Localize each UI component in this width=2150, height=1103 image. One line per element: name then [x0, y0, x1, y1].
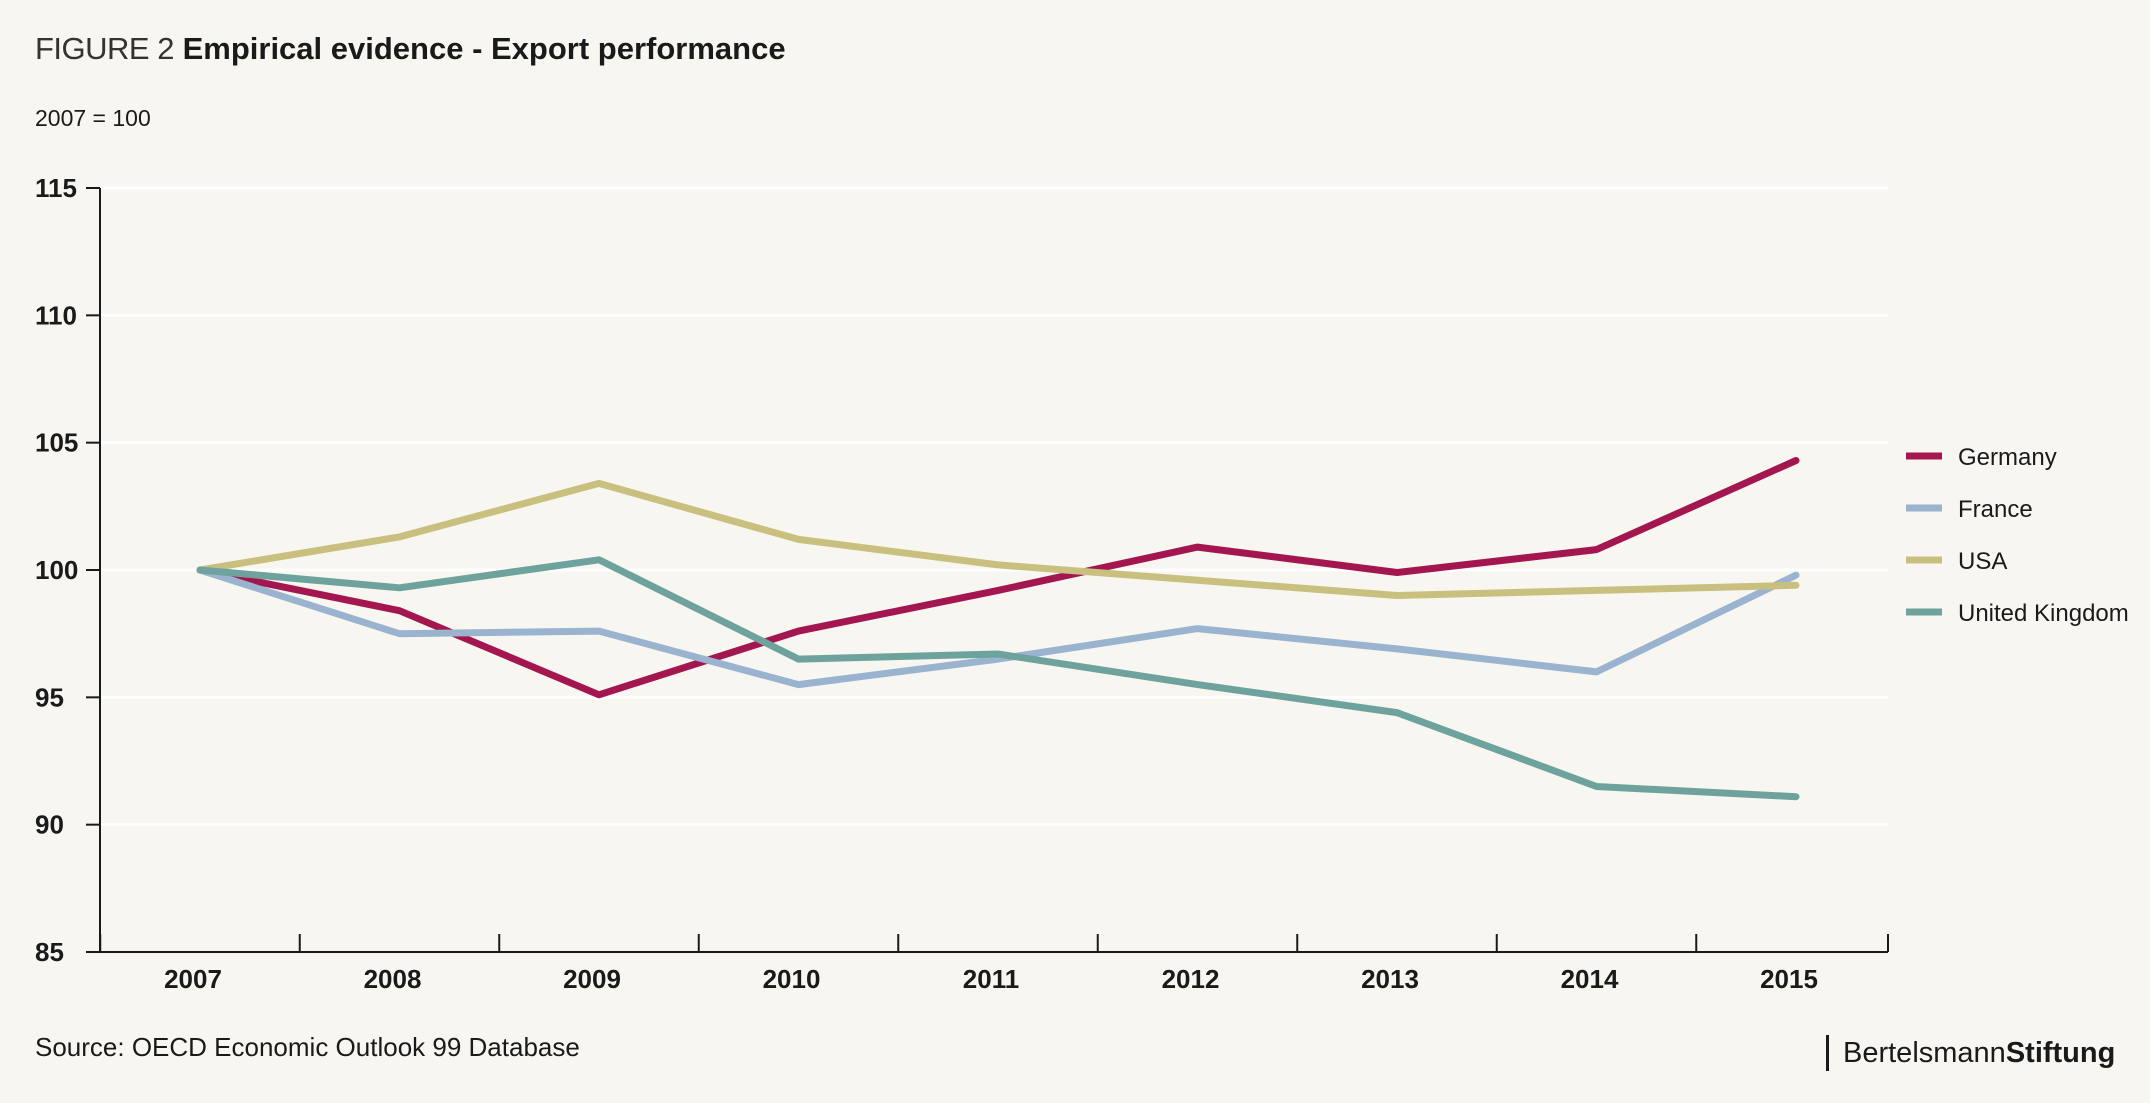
- legend-label-united-kingdom: United Kingdom: [1958, 600, 2129, 627]
- x-axis-ticks: 2007 2008 2009 2010 2011 2012 2013 2014 2015: [99, 934, 1889, 994]
- x-tick-label: 2015: [1760, 964, 1818, 994]
- x-tick-label: 2013: [1361, 964, 1419, 994]
- chart-subtitle: 2007 = 100: [35, 105, 151, 131]
- source-note: Source: OECD Economic Outlook 99 Databas…: [35, 1032, 580, 1062]
- series-line-usa: [196, 479, 1800, 599]
- y-tick-label: 95: [35, 682, 64, 712]
- y-tick-label: 100: [35, 555, 78, 585]
- bertelsmann-logo: BertelsmannStiftung: [1826, 1035, 2115, 1071]
- series-line-united-kingdom: [196, 556, 1800, 801]
- y-tick-label: 90: [35, 810, 64, 840]
- figure-title: Empirical evidence - Export performance: [182, 31, 786, 66]
- y-tick-label: 115: [35, 173, 77, 203]
- y-tick-label: 110: [35, 300, 77, 330]
- x-tick-label: 2011: [963, 964, 1019, 994]
- x-tick-label: 2012: [1162, 964, 1220, 994]
- chart-title: FIGURE 2 Empirical evidence - Export per…: [35, 30, 786, 67]
- legend-label-germany: Germany: [1958, 444, 2057, 471]
- logo-part-2: Stiftung: [2005, 1037, 2116, 1069]
- x-tick-label: 2009: [563, 964, 621, 994]
- y-tick-label: 85: [35, 937, 64, 967]
- x-tick-label: 2008: [364, 964, 422, 994]
- legend-label-usa: USA: [1958, 548, 2007, 575]
- y-tick-label: 105: [35, 428, 78, 458]
- series-line-france: [196, 566, 1800, 689]
- gridlines: [100, 186, 1888, 827]
- legend: Germany France USA United Kingdom: [1906, 444, 2129, 627]
- logo-part-1: Bertelsmann: [1843, 1037, 2006, 1069]
- series-line-germany: [196, 457, 1800, 699]
- x-tick-label: 2010: [763, 964, 821, 994]
- series-lines: [196, 457, 1800, 801]
- x-tick-label: 2014: [1561, 964, 1619, 994]
- y-axis-ticks: 85 90 95 100 105 110 115: [35, 173, 100, 967]
- x-tick-label: 2007: [164, 964, 222, 994]
- legend-label-france: France: [1958, 496, 2033, 523]
- figure-number: FIGURE 2: [35, 31, 174, 66]
